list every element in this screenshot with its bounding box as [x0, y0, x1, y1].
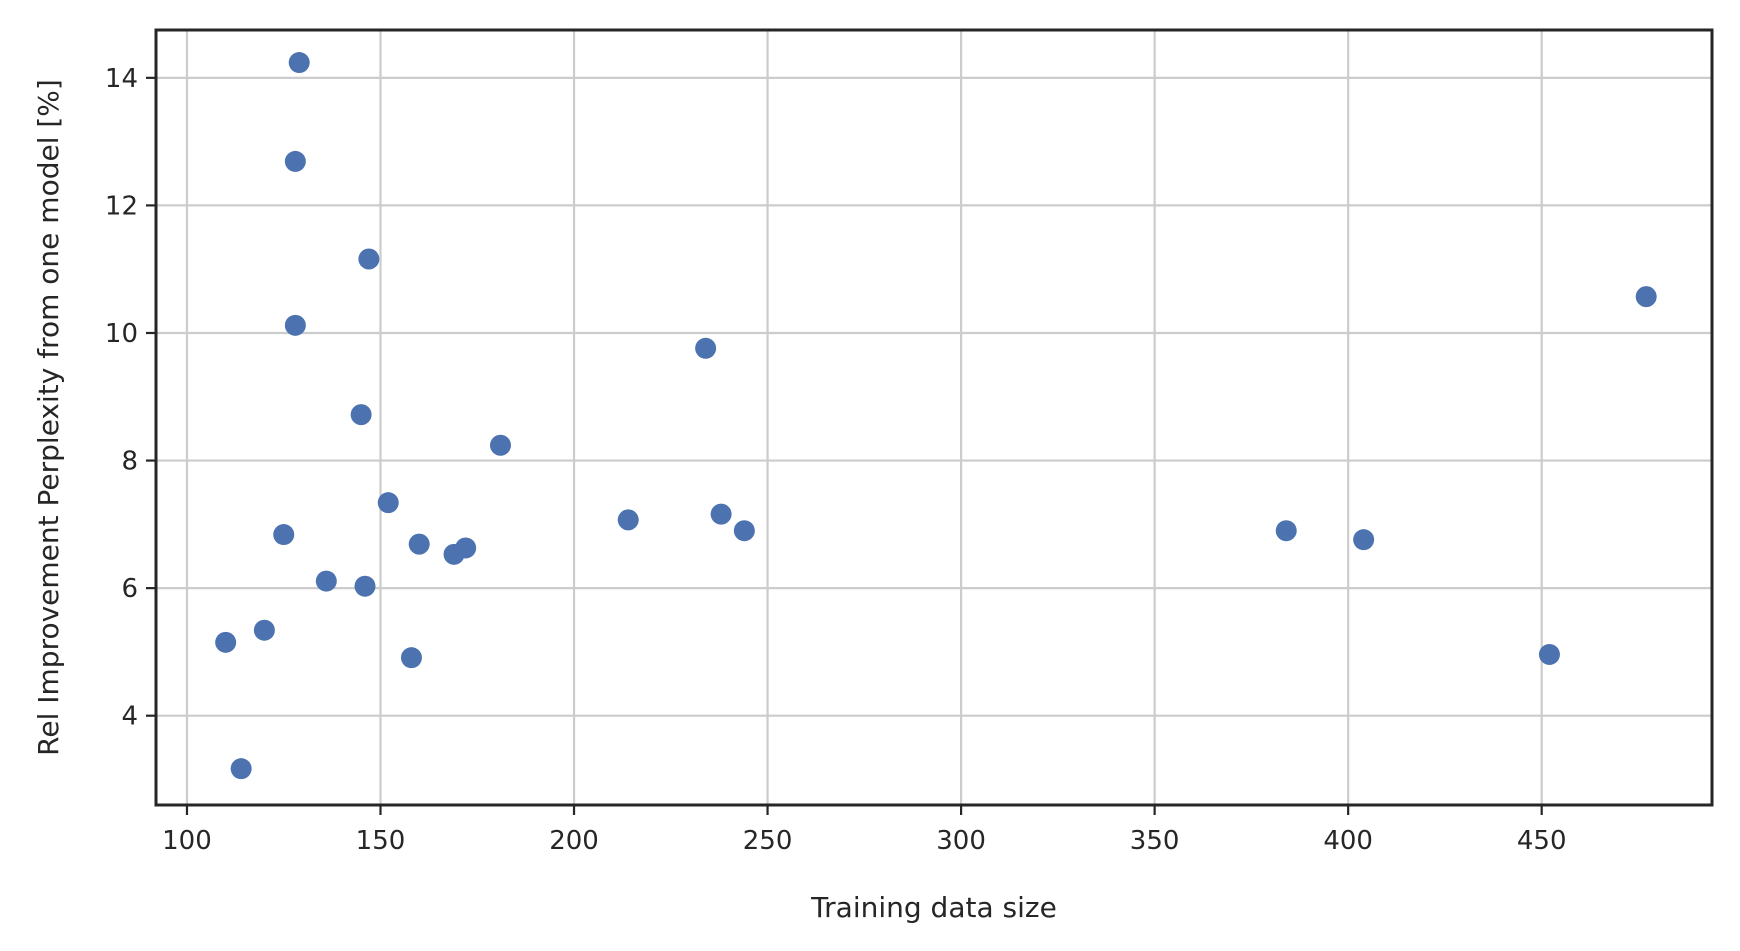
- data-point: [489, 434, 511, 456]
- data-point: [215, 631, 237, 653]
- y-tick-label: 10: [105, 319, 138, 349]
- x-tick-label: 250: [743, 826, 793, 856]
- data-point: [733, 520, 755, 542]
- data-point: [1538, 643, 1560, 665]
- data-point: [408, 533, 430, 555]
- x-tick-label: 350: [1130, 826, 1180, 856]
- x-axis-ticks: 100 150 200 250 300 350 400 450: [162, 805, 1567, 856]
- y-tick-label: 8: [121, 447, 138, 477]
- data-point: [288, 52, 310, 74]
- data-point: [695, 337, 717, 359]
- data-point: [315, 570, 337, 592]
- data-point: [455, 537, 477, 559]
- data-point: [358, 248, 380, 270]
- grid: [156, 30, 1712, 805]
- data-point: [377, 492, 399, 514]
- data-point: [1353, 529, 1375, 551]
- y-tick-label: 14: [105, 64, 138, 94]
- y-tick-label: 4: [121, 702, 138, 732]
- data-point: [230, 758, 252, 780]
- data-point: [284, 150, 306, 172]
- data-point: [354, 575, 376, 597]
- x-axis-label: Training data size: [810, 891, 1057, 924]
- x-tick-label: 300: [936, 826, 986, 856]
- data-point: [400, 647, 422, 669]
- x-tick-label: 200: [549, 826, 599, 856]
- y-axis-ticks: 4 6 8 10 12 14: [105, 64, 156, 732]
- data-point: [273, 524, 295, 546]
- plot-frame: [154, 28, 1714, 807]
- data-point: [1275, 520, 1297, 542]
- data-points: [215, 52, 1657, 780]
- data-point: [350, 404, 372, 426]
- data-point: [284, 314, 306, 336]
- x-tick-label: 450: [1517, 826, 1567, 856]
- y-tick-label: 6: [121, 574, 138, 604]
- data-point: [617, 509, 639, 531]
- x-tick-label: 400: [1323, 826, 1373, 856]
- x-tick-label: 100: [162, 826, 212, 856]
- data-point: [253, 619, 275, 641]
- data-point: [1635, 286, 1657, 308]
- x-tick-label: 150: [356, 826, 406, 856]
- y-axis-label: Rel Improvement Perplexity from one mode…: [32, 79, 65, 756]
- y-tick-label: 12: [105, 191, 138, 221]
- data-point: [710, 503, 732, 525]
